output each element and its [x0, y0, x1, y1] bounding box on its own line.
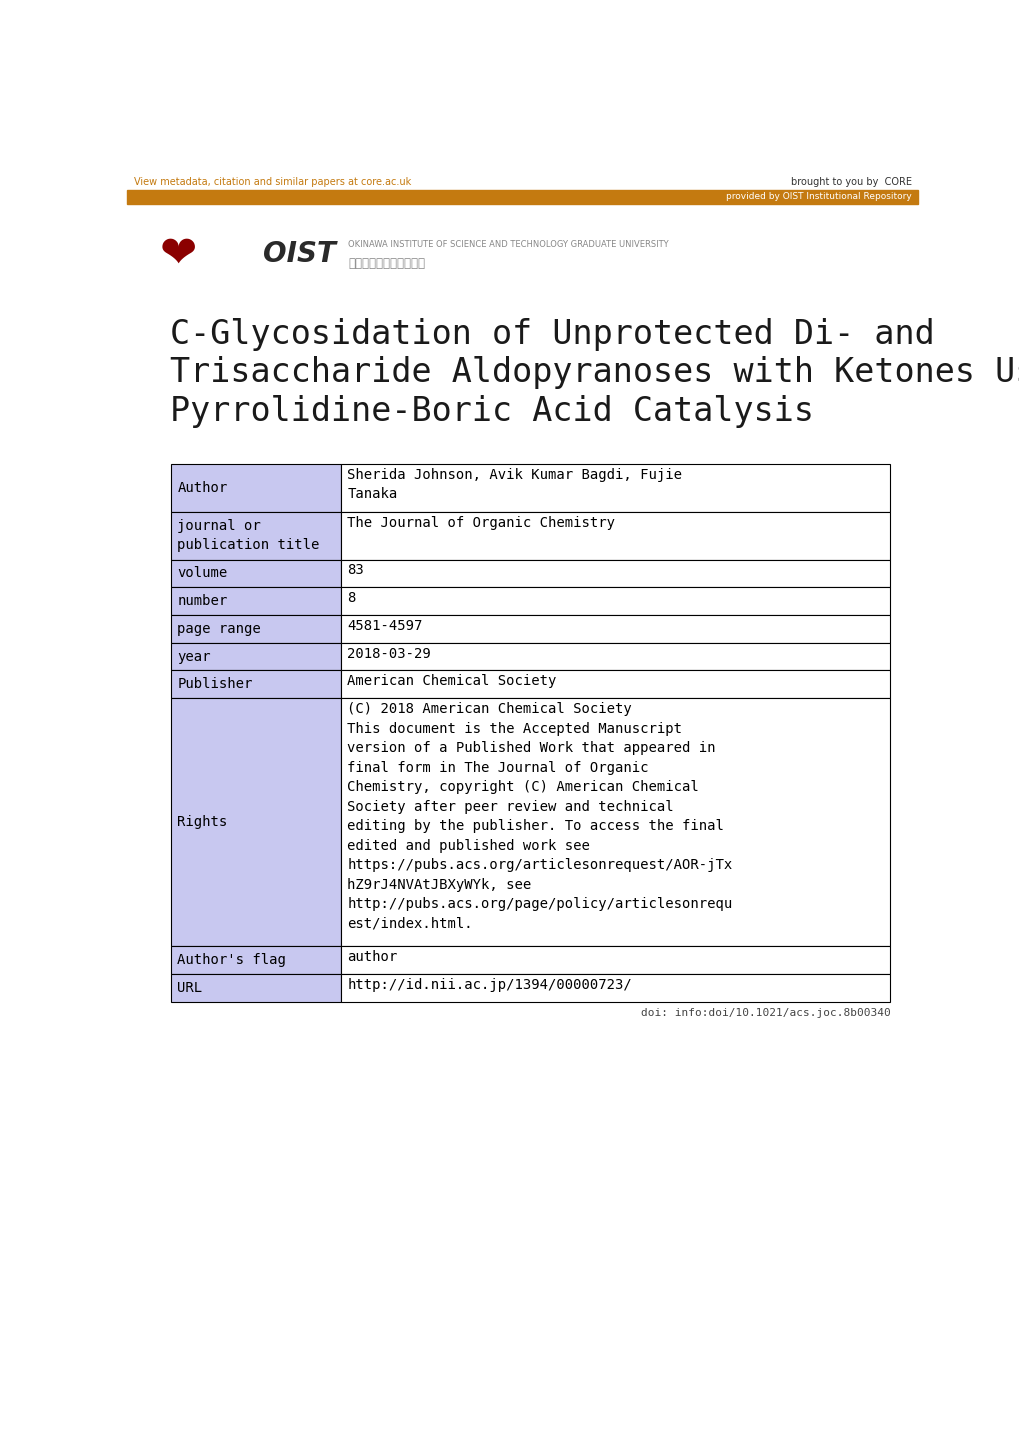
Bar	[340, 616, 890, 643]
Bar	[340, 512, 890, 559]
Text: 2018-03-29: 2018-03-29	[346, 646, 431, 660]
Bar	[340, 643, 890, 671]
Text: doi: info:doi/10.1021/acs.joc.8b00340: doi: info:doi/10.1021/acs.joc.8b00340	[640, 1008, 890, 1018]
Bar	[340, 973, 890, 1002]
Bar	[171, 512, 340, 559]
Text: provided by OIST Institutional Repository: provided by OIST Institutional Repositor…	[726, 192, 911, 202]
Text: brought to you by  CORE: brought to you by CORE	[790, 176, 911, 186]
Text: volume: volume	[177, 567, 227, 581]
Text: The Journal of Organic Chemistry: The Journal of Organic Chemistry	[346, 516, 614, 529]
Text: page range: page range	[177, 622, 261, 636]
Bar	[171, 671, 340, 698]
Bar	[171, 464, 340, 512]
Bar	[171, 559, 340, 587]
Bar	[171, 973, 340, 1002]
Text: View metadata, citation and similar papers at core.ac.uk: View metadata, citation and similar pape…	[133, 176, 411, 186]
Text: OKINAWA INSTITUTE OF SCIENCE AND TECHNOLOGY GRADUATE UNIVERSITY: OKINAWA INSTITUTE OF SCIENCE AND TECHNOL…	[348, 241, 668, 249]
Text: year: year	[177, 649, 211, 663]
Text: number: number	[177, 594, 227, 609]
Bar	[171, 946, 340, 973]
Bar	[127, 173, 917, 190]
Bar	[340, 559, 890, 587]
Text: Trisaccharide Aldopyranoses with Ketones Using: Trisaccharide Aldopyranoses with Ketones…	[170, 356, 1019, 389]
Text: 8: 8	[346, 591, 356, 606]
Text: 4581-4597: 4581-4597	[346, 619, 422, 633]
Bar	[171, 643, 340, 671]
Bar	[171, 698, 340, 946]
Text: Author's flag: Author's flag	[177, 953, 286, 968]
Bar	[340, 464, 890, 512]
Text: OIST: OIST	[263, 239, 335, 268]
Bar	[171, 616, 340, 643]
Text: (C) 2018 American Chemical Society
This document is the Accepted Manuscript
vers: (C) 2018 American Chemical Society This …	[346, 702, 732, 930]
Text: URL: URL	[177, 981, 202, 995]
Text: Publisher: Publisher	[177, 678, 253, 691]
Bar	[340, 587, 890, 616]
Text: Author: Author	[177, 482, 227, 495]
Bar	[340, 698, 890, 946]
Text: http://id.nii.ac.jp/1394/00000723/: http://id.nii.ac.jp/1394/00000723/	[346, 978, 632, 992]
Text: American Chemical Society: American Chemical Society	[346, 675, 556, 688]
Bar	[340, 946, 890, 973]
Bar	[127, 190, 917, 203]
Text: Sherida Johnson, Avik Kumar Bagdi, Fujie
Tanaka: Sherida Johnson, Avik Kumar Bagdi, Fujie…	[346, 469, 682, 502]
Text: Pyrrolidine-Boric Acid Catalysis: Pyrrolidine-Boric Acid Catalysis	[170, 395, 813, 428]
Text: 沖縄科学技術大学院大学: 沖縄科学技術大学院大学	[348, 258, 425, 271]
Text: journal or
publication title: journal or publication title	[177, 519, 319, 552]
Text: author: author	[346, 950, 397, 963]
Text: C-Glycosidation of Unprotected Di- and: C-Glycosidation of Unprotected Di- and	[170, 317, 934, 350]
Text: Rights: Rights	[177, 815, 227, 829]
Bar	[340, 671, 890, 698]
Text: ❤: ❤	[159, 232, 197, 275]
Bar	[171, 587, 340, 616]
Text: 83: 83	[346, 564, 364, 577]
